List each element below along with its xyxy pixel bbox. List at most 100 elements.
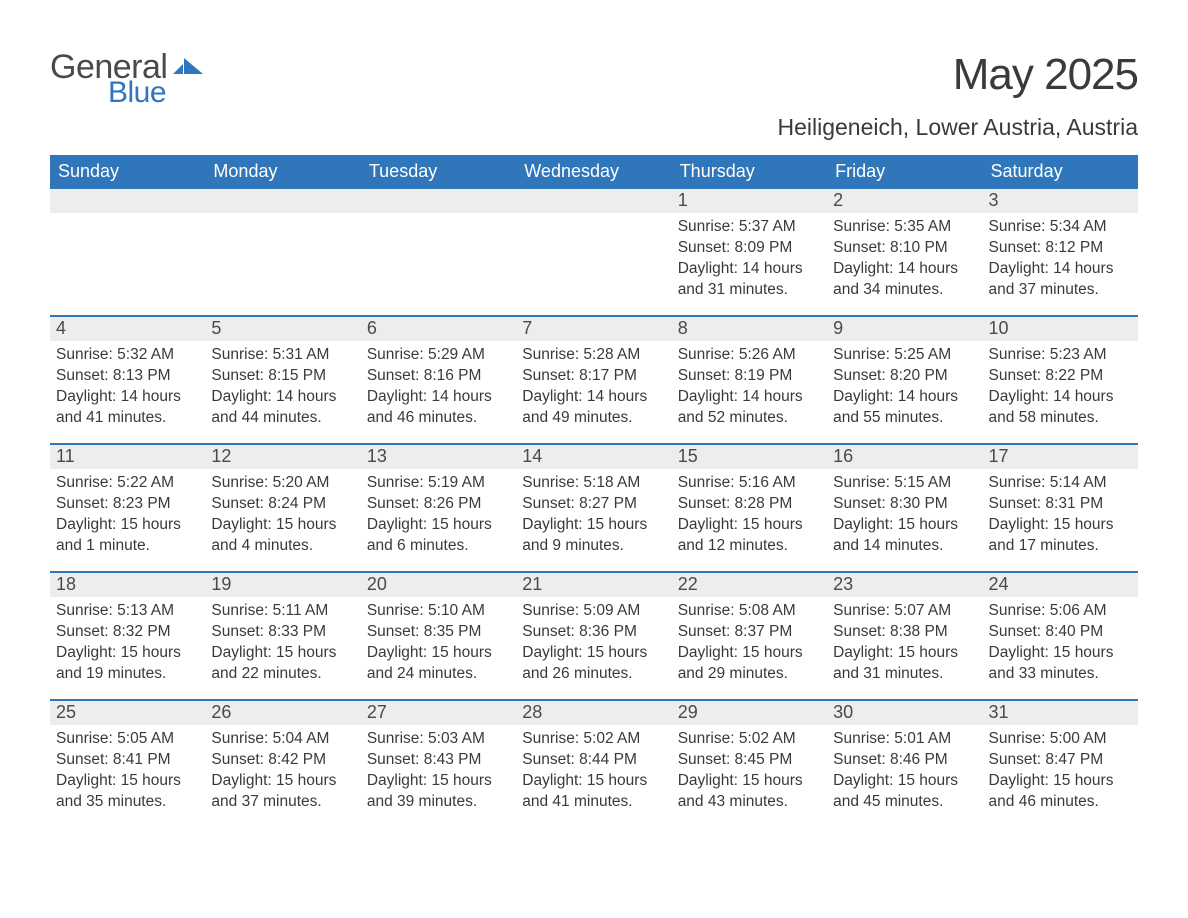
day-number: 11 xyxy=(50,445,205,469)
day-number: 19 xyxy=(205,573,360,597)
sunset-text: Sunset: 8:33 PM xyxy=(211,622,354,643)
day-cell: 11Sunrise: 5:22 AMSunset: 8:23 PMDayligh… xyxy=(50,445,205,571)
sunrise-text: Sunrise: 5:14 AM xyxy=(989,473,1132,494)
week-row: 25Sunrise: 5:05 AMSunset: 8:41 PMDayligh… xyxy=(50,699,1138,827)
day-body: Sunrise: 5:25 AMSunset: 8:20 PMDaylight:… xyxy=(827,341,982,433)
day-body: Sunrise: 5:26 AMSunset: 8:19 PMDaylight:… xyxy=(672,341,827,433)
day-cell: 25Sunrise: 5:05 AMSunset: 8:41 PMDayligh… xyxy=(50,701,205,827)
day-cell: 14Sunrise: 5:18 AMSunset: 8:27 PMDayligh… xyxy=(516,445,671,571)
daylight-text: Daylight: 15 hours and 19 minutes. xyxy=(56,643,199,685)
day-cell: 4Sunrise: 5:32 AMSunset: 8:13 PMDaylight… xyxy=(50,317,205,443)
day-number: 30 xyxy=(827,701,982,725)
day-number: 25 xyxy=(50,701,205,725)
day-cell: 19Sunrise: 5:11 AMSunset: 8:33 PMDayligh… xyxy=(205,573,360,699)
daylight-text: Daylight: 15 hours and 39 minutes. xyxy=(367,771,510,813)
day-number: 8 xyxy=(672,317,827,341)
sunset-text: Sunset: 8:22 PM xyxy=(989,366,1132,387)
day-body: Sunrise: 5:07 AMSunset: 8:38 PMDaylight:… xyxy=(827,597,982,689)
calendar-grid: Sunday Monday Tuesday Wednesday Thursday… xyxy=(50,155,1138,827)
sunrise-text: Sunrise: 5:01 AM xyxy=(833,729,976,750)
day-body: Sunrise: 5:02 AMSunset: 8:45 PMDaylight:… xyxy=(672,725,827,817)
day-body: Sunrise: 5:32 AMSunset: 8:13 PMDaylight:… xyxy=(50,341,205,433)
sunset-text: Sunset: 8:12 PM xyxy=(989,238,1132,259)
day-body: Sunrise: 5:02 AMSunset: 8:44 PMDaylight:… xyxy=(516,725,671,817)
day-number: 7 xyxy=(516,317,671,341)
weekday-sun: Sunday xyxy=(50,155,205,189)
sunset-text: Sunset: 8:28 PM xyxy=(678,494,821,515)
day-body: Sunrise: 5:01 AMSunset: 8:46 PMDaylight:… xyxy=(827,725,982,817)
day-body: Sunrise: 5:16 AMSunset: 8:28 PMDaylight:… xyxy=(672,469,827,561)
week-row: 4Sunrise: 5:32 AMSunset: 8:13 PMDaylight… xyxy=(50,315,1138,443)
sunrise-text: Sunrise: 5:26 AM xyxy=(678,345,821,366)
day-cell: 24Sunrise: 5:06 AMSunset: 8:40 PMDayligh… xyxy=(983,573,1138,699)
day-body: Sunrise: 5:15 AMSunset: 8:30 PMDaylight:… xyxy=(827,469,982,561)
day-body: Sunrise: 5:08 AMSunset: 8:37 PMDaylight:… xyxy=(672,597,827,689)
sunrise-text: Sunrise: 5:02 AM xyxy=(522,729,665,750)
daylight-text: Daylight: 14 hours and 37 minutes. xyxy=(989,259,1132,301)
daylight-text: Daylight: 15 hours and 35 minutes. xyxy=(56,771,199,813)
day-number: 3 xyxy=(983,189,1138,213)
day-cell: 17Sunrise: 5:14 AMSunset: 8:31 PMDayligh… xyxy=(983,445,1138,571)
sunrise-text: Sunrise: 5:08 AM xyxy=(678,601,821,622)
sunset-text: Sunset: 8:42 PM xyxy=(211,750,354,771)
sunrise-text: Sunrise: 5:16 AM xyxy=(678,473,821,494)
weeks-container: 1Sunrise: 5:37 AMSunset: 8:09 PMDaylight… xyxy=(50,189,1138,827)
day-number: 13 xyxy=(361,445,516,469)
day-cell: 10Sunrise: 5:23 AMSunset: 8:22 PMDayligh… xyxy=(983,317,1138,443)
day-cell: 7Sunrise: 5:28 AMSunset: 8:17 PMDaylight… xyxy=(516,317,671,443)
day-body: Sunrise: 5:31 AMSunset: 8:15 PMDaylight:… xyxy=(205,341,360,433)
daylight-text: Daylight: 14 hours and 49 minutes. xyxy=(522,387,665,429)
day-number-empty xyxy=(50,189,205,213)
day-body: Sunrise: 5:04 AMSunset: 8:42 PMDaylight:… xyxy=(205,725,360,817)
sunrise-text: Sunrise: 5:29 AM xyxy=(367,345,510,366)
day-cell: 23Sunrise: 5:07 AMSunset: 8:38 PMDayligh… xyxy=(827,573,982,699)
sunset-text: Sunset: 8:31 PM xyxy=(989,494,1132,515)
sunset-text: Sunset: 8:40 PM xyxy=(989,622,1132,643)
daylight-text: Daylight: 14 hours and 58 minutes. xyxy=(989,387,1132,429)
location-label: Heiligeneich, Lower Austria, Austria xyxy=(777,114,1138,141)
sunrise-text: Sunrise: 5:04 AM xyxy=(211,729,354,750)
daylight-text: Daylight: 15 hours and 46 minutes. xyxy=(989,771,1132,813)
day-cell: 28Sunrise: 5:02 AMSunset: 8:44 PMDayligh… xyxy=(516,701,671,827)
day-cell: 27Sunrise: 5:03 AMSunset: 8:43 PMDayligh… xyxy=(361,701,516,827)
day-cell: 9Sunrise: 5:25 AMSunset: 8:20 PMDaylight… xyxy=(827,317,982,443)
sunset-text: Sunset: 8:30 PM xyxy=(833,494,976,515)
week-row: 18Sunrise: 5:13 AMSunset: 8:32 PMDayligh… xyxy=(50,571,1138,699)
daylight-text: Daylight: 15 hours and 43 minutes. xyxy=(678,771,821,813)
sunset-text: Sunset: 8:24 PM xyxy=(211,494,354,515)
weekday-tue: Tuesday xyxy=(361,155,516,189)
day-cell: 6Sunrise: 5:29 AMSunset: 8:16 PMDaylight… xyxy=(361,317,516,443)
sunset-text: Sunset: 8:36 PM xyxy=(522,622,665,643)
day-body: Sunrise: 5:13 AMSunset: 8:32 PMDaylight:… xyxy=(50,597,205,689)
day-body: Sunrise: 5:35 AMSunset: 8:10 PMDaylight:… xyxy=(827,213,982,305)
weekday-fri: Friday xyxy=(827,155,982,189)
sunrise-text: Sunrise: 5:10 AM xyxy=(367,601,510,622)
day-body: Sunrise: 5:09 AMSunset: 8:36 PMDaylight:… xyxy=(516,597,671,689)
daylight-text: Daylight: 15 hours and 17 minutes. xyxy=(989,515,1132,557)
daylight-text: Daylight: 14 hours and 55 minutes. xyxy=(833,387,976,429)
day-cell: 31Sunrise: 5:00 AMSunset: 8:47 PMDayligh… xyxy=(983,701,1138,827)
daylight-text: Daylight: 15 hours and 1 minute. xyxy=(56,515,199,557)
day-cell: 21Sunrise: 5:09 AMSunset: 8:36 PMDayligh… xyxy=(516,573,671,699)
day-number: 26 xyxy=(205,701,360,725)
sunrise-text: Sunrise: 5:03 AM xyxy=(367,729,510,750)
day-cell: 22Sunrise: 5:08 AMSunset: 8:37 PMDayligh… xyxy=(672,573,827,699)
sunrise-text: Sunrise: 5:35 AM xyxy=(833,217,976,238)
daylight-text: Daylight: 14 hours and 46 minutes. xyxy=(367,387,510,429)
day-cell xyxy=(50,189,205,315)
sunrise-text: Sunrise: 5:23 AM xyxy=(989,345,1132,366)
sunset-text: Sunset: 8:09 PM xyxy=(678,238,821,259)
logo-word-blue: Blue xyxy=(108,78,167,108)
daylight-text: Daylight: 15 hours and 24 minutes. xyxy=(367,643,510,685)
sunrise-text: Sunrise: 5:06 AM xyxy=(989,601,1132,622)
sunrise-text: Sunrise: 5:09 AM xyxy=(522,601,665,622)
day-number: 24 xyxy=(983,573,1138,597)
sunrise-text: Sunrise: 5:37 AM xyxy=(678,217,821,238)
day-number-empty xyxy=(361,189,516,213)
day-number: 23 xyxy=(827,573,982,597)
sunrise-text: Sunrise: 5:05 AM xyxy=(56,729,199,750)
day-number: 31 xyxy=(983,701,1138,725)
sunrise-text: Sunrise: 5:07 AM xyxy=(833,601,976,622)
day-body: Sunrise: 5:20 AMSunset: 8:24 PMDaylight:… xyxy=(205,469,360,561)
sunrise-text: Sunrise: 5:00 AM xyxy=(989,729,1132,750)
